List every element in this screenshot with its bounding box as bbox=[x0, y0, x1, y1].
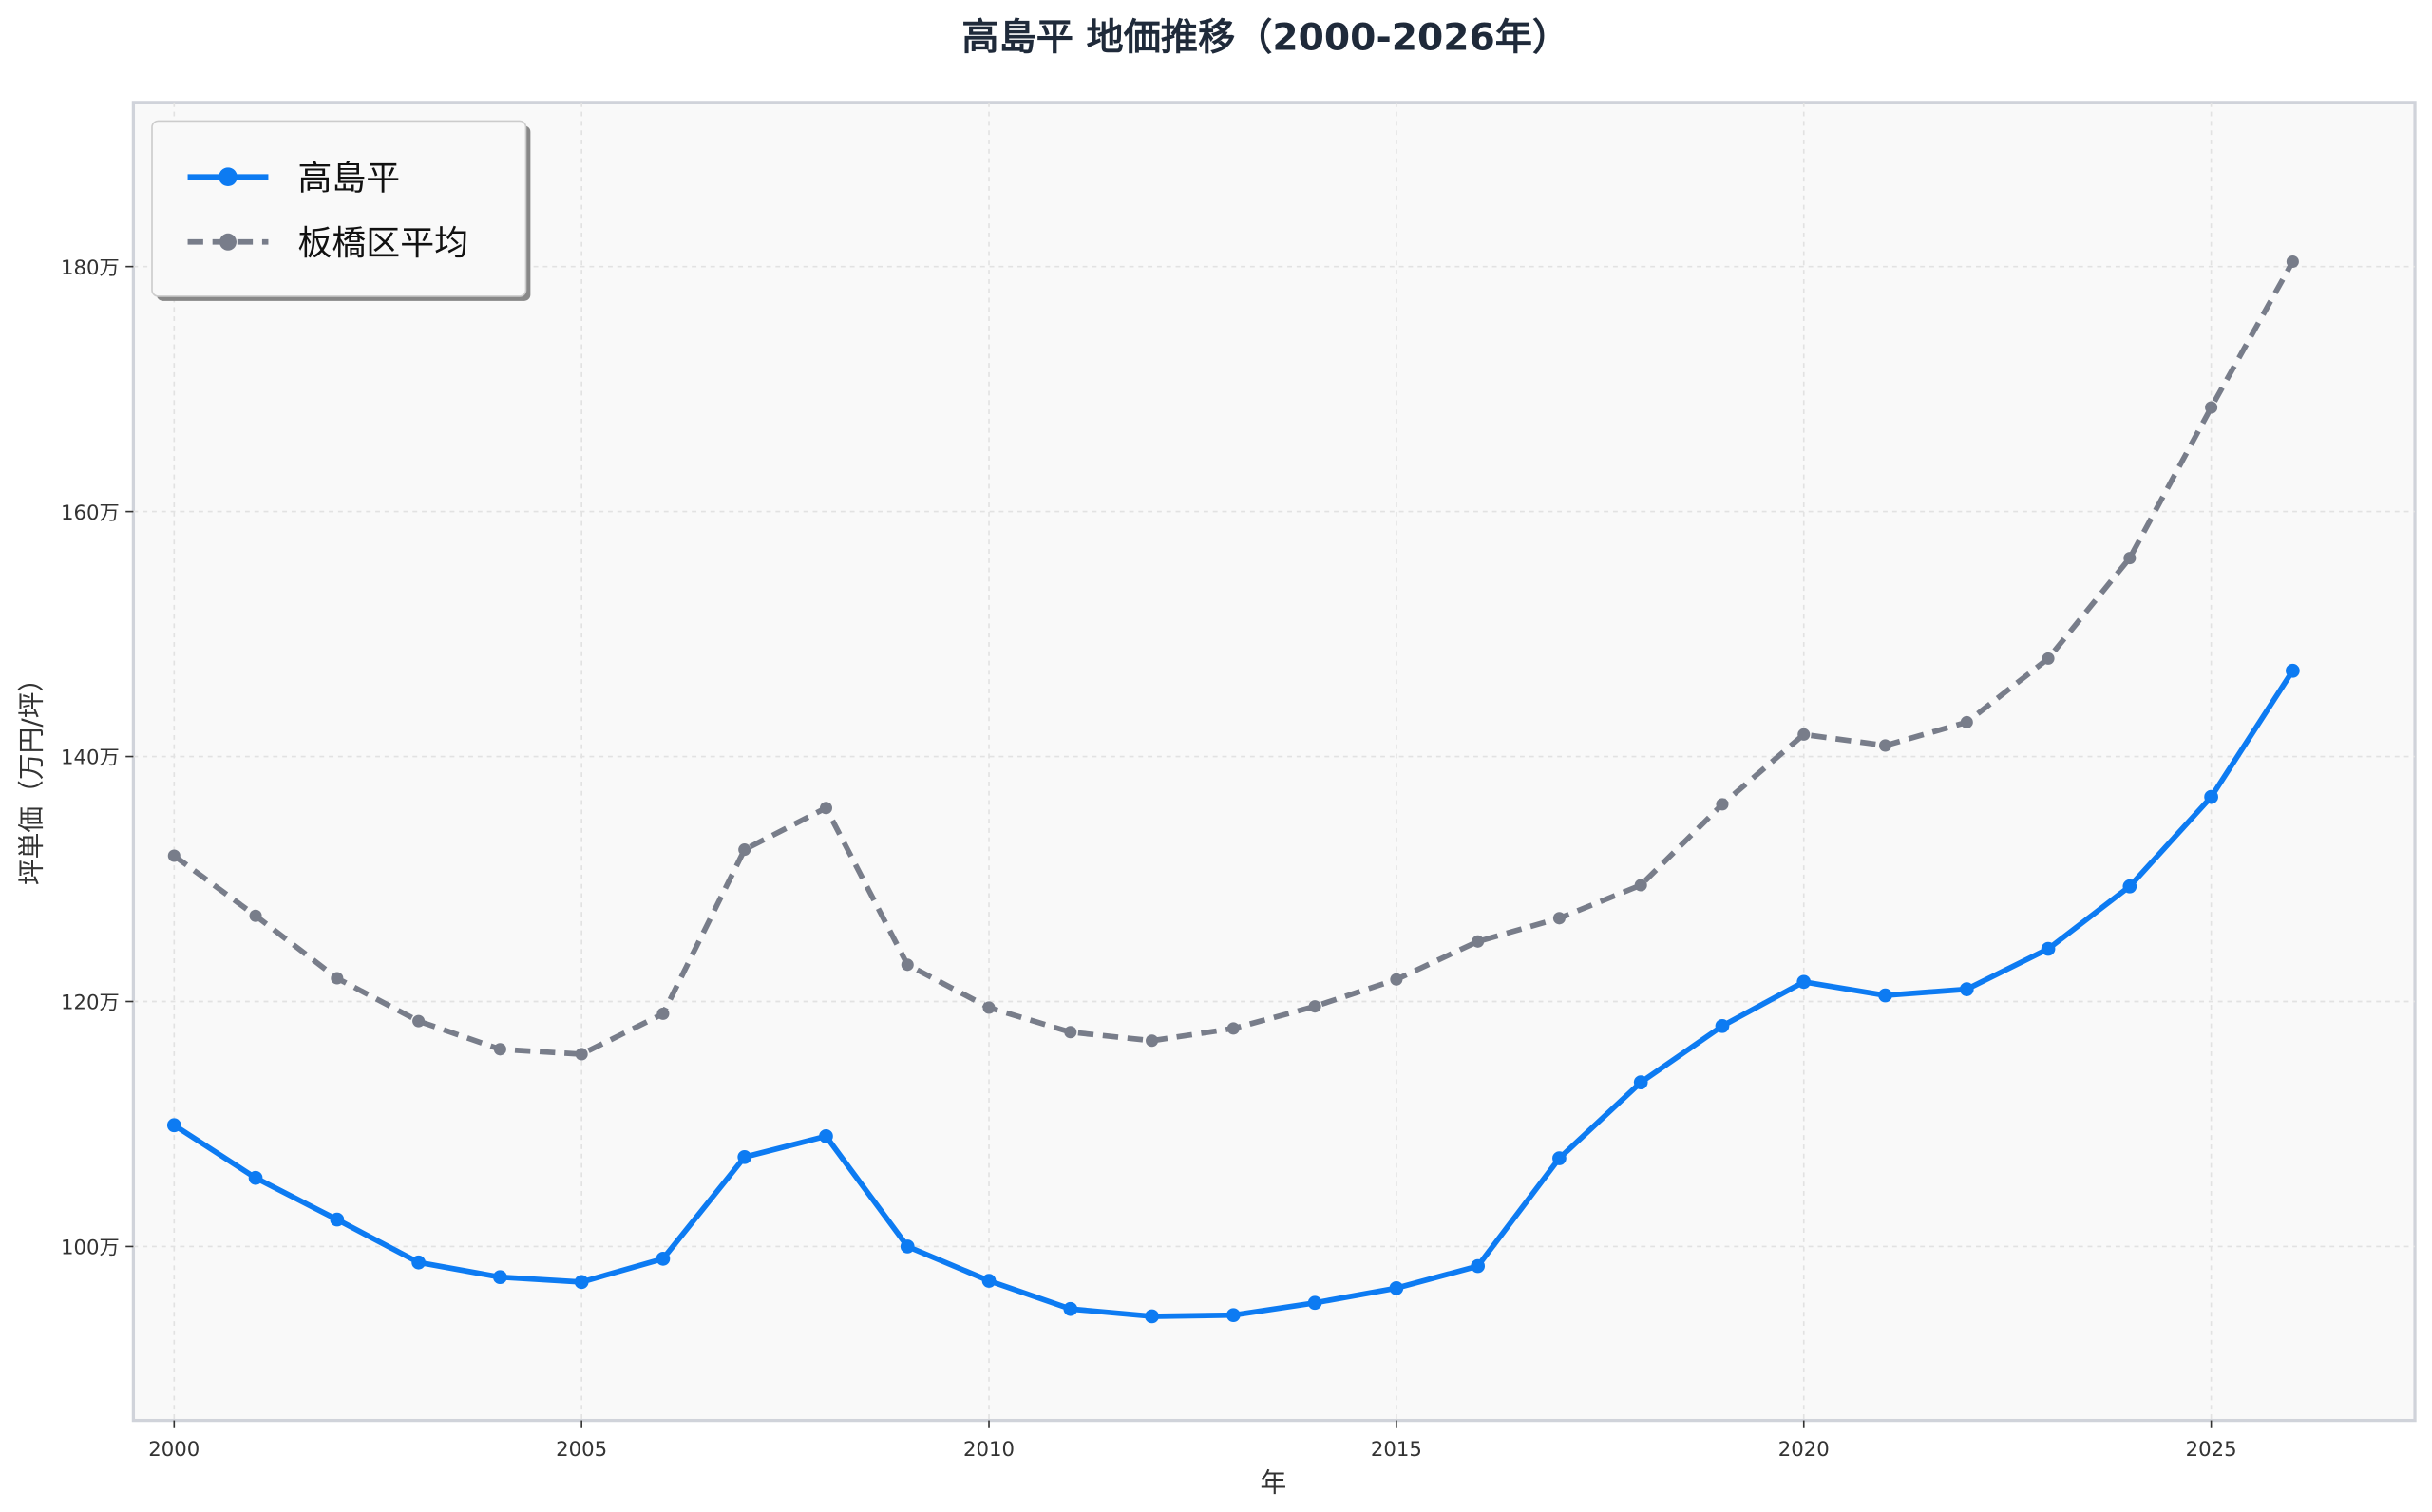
data-point-0-2009 bbox=[900, 1239, 915, 1254]
data-point-0-2014 bbox=[1307, 1295, 1322, 1311]
data-point-0-2026 bbox=[2286, 663, 2300, 678]
data-point-1-2015 bbox=[1390, 973, 1403, 986]
data-point-1-2023 bbox=[2042, 652, 2055, 665]
data-point-0-2019 bbox=[1715, 1018, 1730, 1033]
data-point-0-2001 bbox=[248, 1170, 263, 1185]
data-point-0-2021 bbox=[1878, 988, 1892, 1003]
legend: 高島平 板橋区平均 bbox=[151, 120, 531, 301]
data-point-1-2019 bbox=[1716, 798, 1729, 811]
data-point-1-2011 bbox=[1064, 1026, 1077, 1039]
data-point-0-2023 bbox=[2041, 941, 2056, 956]
data-point-1-2020 bbox=[1797, 728, 1811, 741]
data-point-0-2022 bbox=[1959, 982, 1974, 996]
data-point-0-2017 bbox=[1552, 1151, 1567, 1165]
data-point-1-2006 bbox=[656, 1007, 670, 1020]
x-tick-label: 2000 bbox=[148, 1438, 200, 1462]
legend-marker-itabashi bbox=[219, 233, 237, 251]
x-tick-label: 2020 bbox=[1778, 1438, 1830, 1462]
data-point-0-2013 bbox=[1226, 1308, 1241, 1323]
data-point-1-2018 bbox=[1634, 879, 1647, 892]
data-point-1-2004 bbox=[493, 1043, 506, 1056]
data-point-1-2012 bbox=[1146, 1034, 1159, 1048]
data-point-1-2021 bbox=[1878, 739, 1892, 752]
data-point-0-2002 bbox=[330, 1212, 345, 1227]
data-point-1-2007 bbox=[738, 843, 751, 857]
data-point-0-2007 bbox=[737, 1149, 752, 1164]
x-tick-label: 2025 bbox=[2186, 1438, 2237, 1462]
data-point-1-2017 bbox=[1552, 912, 1566, 925]
y-tick-label: 180万 bbox=[61, 256, 120, 280]
plot-area bbox=[131, 101, 2417, 1423]
data-point-1-2009 bbox=[901, 958, 914, 972]
y-tick-label: 120万 bbox=[61, 992, 120, 1015]
data-point-0-2010 bbox=[981, 1274, 997, 1288]
x-axis-label: 年 bbox=[1261, 1467, 1287, 1499]
data-point-1-2013 bbox=[1226, 1022, 1240, 1035]
data-point-0-2003 bbox=[411, 1255, 426, 1270]
data-point-1-2002 bbox=[331, 972, 344, 985]
data-point-0-2011 bbox=[1063, 1301, 1078, 1316]
data-point-0-2018 bbox=[1633, 1075, 1648, 1089]
y-tick-label: 160万 bbox=[61, 501, 120, 525]
data-point-1-2014 bbox=[1308, 1000, 1321, 1013]
data-point-0-2006 bbox=[656, 1251, 671, 1266]
x-tick-label: 2015 bbox=[1371, 1438, 1422, 1462]
data-point-0-2024 bbox=[2122, 879, 2138, 894]
data-point-0-2008 bbox=[819, 1129, 833, 1143]
data-point-0-2000 bbox=[166, 1118, 181, 1133]
data-point-1-2001 bbox=[249, 909, 262, 922]
legend-marker-takashimadaira bbox=[218, 167, 238, 186]
chart-title: 高島平 地価推移（2000-2026年） bbox=[961, 16, 1569, 59]
data-point-1-2026 bbox=[2286, 255, 2299, 269]
legend-label-itabashi: 板橋区平均 bbox=[297, 224, 468, 263]
y-tick-label: 100万 bbox=[61, 1237, 120, 1260]
x-tick-label: 2010 bbox=[963, 1438, 1015, 1462]
y-tick-label: 140万 bbox=[61, 747, 120, 770]
data-point-1-2024 bbox=[2123, 552, 2137, 565]
data-point-0-2020 bbox=[1796, 974, 1812, 990]
x-tick-label: 2005 bbox=[556, 1438, 607, 1462]
y-axis-label: 坪単価（万円/坪） bbox=[15, 666, 47, 885]
data-point-1-2003 bbox=[412, 1014, 426, 1028]
data-point-1-2010 bbox=[982, 1001, 996, 1014]
data-point-0-2015 bbox=[1389, 1280, 1404, 1295]
data-point-0-2025 bbox=[2204, 789, 2218, 804]
data-point-1-2000 bbox=[167, 849, 180, 862]
data-point-1-2022 bbox=[1960, 715, 1973, 728]
data-point-1-2005 bbox=[575, 1048, 588, 1061]
data-point-0-2005 bbox=[574, 1275, 589, 1290]
data-point-1-2008 bbox=[819, 802, 833, 815]
data-point-0-2012 bbox=[1145, 1309, 1159, 1324]
data-point-0-2016 bbox=[1471, 1258, 1486, 1274]
data-point-0-2004 bbox=[493, 1270, 507, 1285]
legend-label-takashimadaira: 高島平 bbox=[297, 159, 400, 198]
data-point-1-2025 bbox=[2205, 401, 2218, 414]
data-point-1-2016 bbox=[1472, 935, 1485, 948]
